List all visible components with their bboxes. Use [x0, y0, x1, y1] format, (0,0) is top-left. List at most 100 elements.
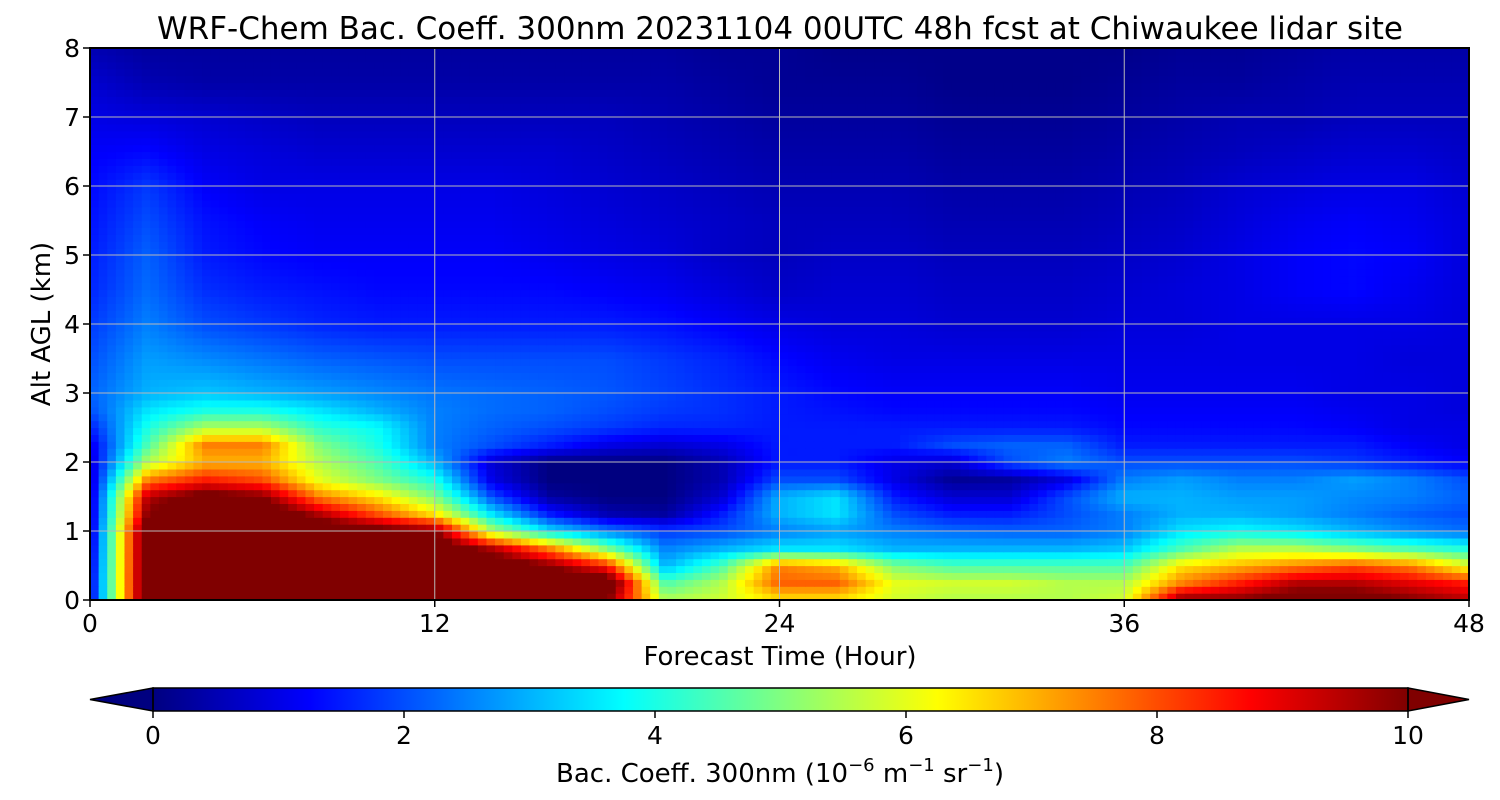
heatmap-cell: [848, 475, 858, 484]
heatmap-cell: [693, 517, 703, 525]
heatmap-cell: [253, 572, 263, 580]
heatmap-cell: [184, 579, 195, 587]
heatmap-cell: [1365, 531, 1375, 539]
heatmap-cell: [331, 455, 341, 463]
heatmap-cell: [1201, 579, 1212, 587]
heatmap-cell: [305, 462, 315, 470]
heatmap-cell: [598, 406, 608, 415]
heatmap-cell: [158, 586, 169, 594]
heatmap-cell: [1417, 448, 1427, 456]
heatmap-cell: [124, 572, 134, 580]
heatmap-cell: [253, 517, 263, 525]
heatmap-cell: [365, 413, 376, 422]
heatmap-cell: [1141, 448, 1151, 456]
heatmap-cell: [1451, 572, 1461, 580]
heatmap-cell: [426, 455, 436, 463]
heatmap-cell: [1253, 434, 1263, 442]
heatmap-cell: [667, 503, 677, 511]
heatmap-cell: [417, 558, 427, 567]
heatmap-cell: [451, 544, 462, 553]
heatmap-cell: [1374, 586, 1384, 594]
heatmap-cell: [331, 510, 341, 518]
heatmap-cell: [98, 517, 108, 525]
heatmap-cell: [813, 413, 824, 422]
heatmap-cell: [210, 531, 220, 539]
heatmap-cell: [831, 586, 841, 594]
heatmap-cell: [805, 503, 815, 511]
heatmap-cell: [676, 524, 686, 532]
heatmap-cell: [1038, 558, 1048, 567]
heatmap-cell: [348, 517, 358, 525]
heatmap-cell: [400, 565, 410, 573]
heatmap-cell: [581, 441, 591, 449]
heatmap-cell: [322, 468, 332, 477]
heatmap-cell: [943, 558, 953, 567]
heatmap-cell: [495, 399, 505, 408]
heatmap-cell: [107, 537, 117, 546]
heatmap-cell: [1046, 503, 1056, 511]
heatmap-cell: [684, 455, 694, 463]
heatmap-cell: [253, 379, 263, 387]
heatmap-cell: [857, 551, 867, 560]
heatmap-cell: [1055, 399, 1065, 408]
heatmap-cell: [133, 558, 143, 567]
heatmap-cell: [1417, 386, 1427, 394]
heatmap-cell: [538, 475, 548, 484]
heatmap-cell: [1443, 565, 1453, 573]
heatmap-cell: [288, 462, 298, 470]
heatmap-cell: [641, 565, 651, 573]
heatmap-cell: [865, 455, 875, 463]
heatmap-cell: [650, 489, 660, 498]
heatmap-cell: [443, 393, 453, 401]
heatmap-cell: [141, 393, 151, 401]
heatmap-cell: [408, 572, 419, 580]
heatmap-cell: [1365, 448, 1375, 456]
heatmap-cell: [227, 503, 238, 511]
heatmap-cell: [572, 565, 582, 573]
heatmap-cell: [1184, 579, 1194, 587]
heatmap-cell: [1391, 496, 1401, 504]
heatmap-cell: [857, 524, 867, 532]
heatmap-cell: [813, 393, 824, 401]
heatmap-cell: [848, 579, 858, 587]
heatmap-cell: [934, 489, 944, 498]
heatmap-cell: [581, 510, 591, 518]
heatmap-cell: [1115, 558, 1125, 567]
heatmap-cell: [650, 393, 660, 401]
heatmap-cell: [615, 551, 625, 560]
heatmap-cell: [1081, 593, 1091, 601]
heatmap-cell: [753, 510, 763, 518]
heatmap-cell: [572, 579, 582, 587]
heatmap-cell: [98, 496, 108, 504]
heatmap-cell: [538, 579, 548, 587]
heatmap-cell: [745, 558, 755, 567]
heatmap-cell: [365, 593, 376, 601]
heatmap-cell: [236, 455, 246, 463]
heatmap-cell: [857, 586, 867, 594]
heatmap-cell: [1451, 406, 1461, 415]
heatmap-cell: [701, 489, 712, 498]
heatmap-cell: [1425, 579, 1436, 587]
heatmap-cell: [124, 413, 134, 422]
heatmap-cell: [882, 489, 893, 498]
heatmap-cell: [900, 510, 910, 518]
heatmap-cell: [270, 455, 281, 463]
heatmap-cell: [193, 448, 203, 456]
heatmap-cell: [822, 427, 832, 435]
heatmap-cell: [848, 448, 858, 456]
heatmap-cell: [270, 593, 281, 601]
heatmap-cell: [1434, 531, 1444, 539]
heatmap-cell: [934, 496, 944, 504]
heatmap-cell: [1184, 503, 1194, 511]
heatmap-cell: [1356, 586, 1367, 594]
heatmap-cell: [1029, 572, 1039, 580]
heatmap-cell: [1451, 517, 1461, 525]
heatmap-cell: [365, 496, 376, 504]
heatmap-cell: [1236, 565, 1246, 573]
heatmap-cell: [262, 434, 272, 442]
heatmap-cell: [615, 517, 625, 525]
heatmap-cell: [693, 399, 703, 408]
heatmap-cell: [236, 413, 246, 422]
heatmap-cell: [1374, 455, 1384, 463]
heatmap-cell: [1089, 489, 1099, 498]
